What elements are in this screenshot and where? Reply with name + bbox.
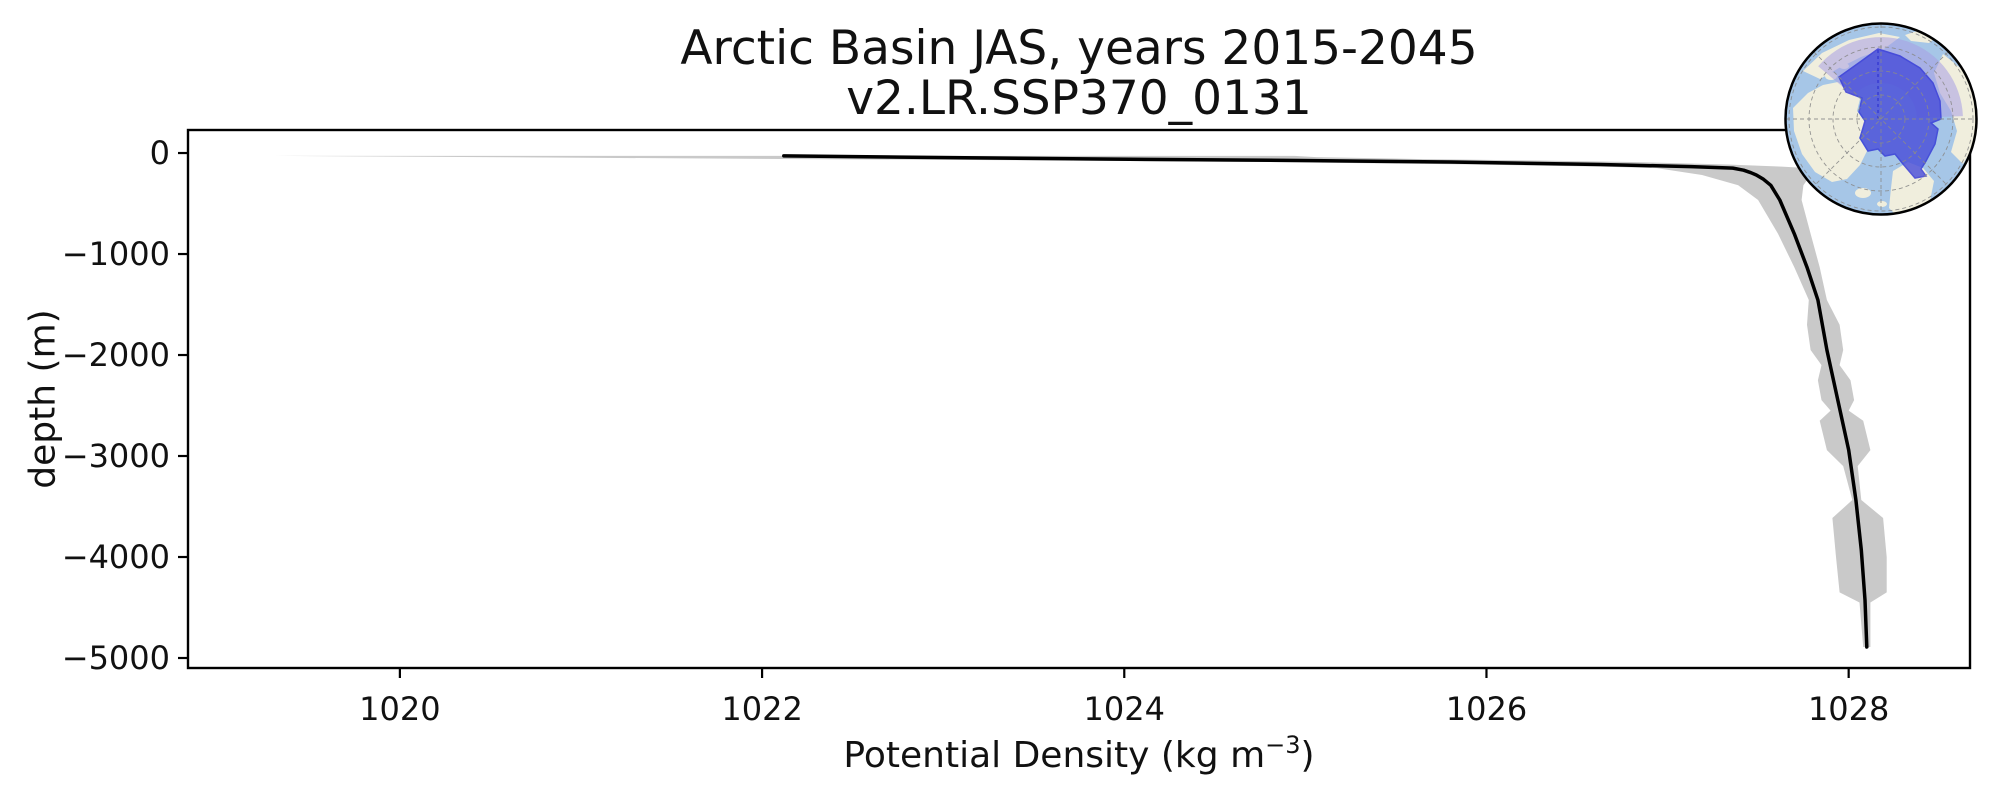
y-tick-label-0: 0	[149, 134, 170, 173]
axis-ticks	[178, 151, 1850, 678]
y-tick-label--1000: −1000	[61, 235, 170, 274]
title-block: Arctic Basin JAS, years 2015-2045 v2.LR.…	[188, 24, 1970, 124]
mean-profile-line	[782, 154, 1869, 649]
x-axis-label-text: Potential Density (kg m	[843, 735, 1266, 776]
chart-title: Arctic Basin JAS, years 2015-2045	[680, 21, 1478, 76]
x-tick-label-1020: 1020	[359, 690, 441, 728]
std-band-area	[273, 155, 1887, 647]
x-tick-label-1024: 1024	[1083, 690, 1165, 728]
y-tick-label--5000: −5000	[61, 639, 170, 677]
land-island-3	[1877, 201, 1887, 207]
x-axis-label-exponent: −3	[1265, 731, 1301, 759]
x-tick-label-1022: 1022	[721, 690, 803, 728]
y-tick-label--4000: −4000	[61, 538, 170, 576]
graticule	[1786, 24, 1976, 214]
y-tick-label--2000: −2000	[61, 336, 170, 375]
arctic-map-inset	[1784, 22, 1978, 216]
x-tick-label-1028: 1028	[1807, 690, 1890, 728]
x-tick-label-1026: 1026	[1445, 690, 1528, 728]
x-axis-label: Potential Density (kg m−3)	[188, 731, 1970, 776]
basin-region	[1838, 48, 1942, 179]
x-axis-label-close: )	[1300, 735, 1315, 776]
y-tick-label--3000: −3000	[61, 437, 170, 475]
land-iceland	[1855, 188, 1871, 198]
map-border	[1784, 22, 1978, 216]
chart-subtitle: v2.LR.SSP370_0131	[846, 71, 1312, 126]
axes-frame	[186, 128, 1972, 670]
land-canada-greenland	[1793, 82, 1867, 182]
